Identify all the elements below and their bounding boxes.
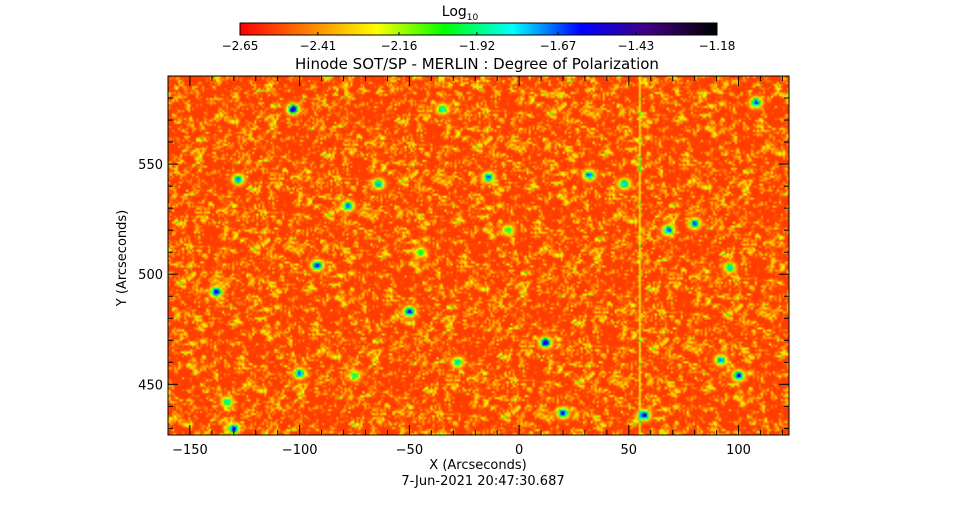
x-axis-label: X (Arcseconds) (429, 458, 526, 473)
x-tick-label: −150 (172, 443, 208, 458)
y-tick-label: 550 (138, 158, 163, 173)
y-tick-label: 450 (138, 378, 163, 393)
colorbar-label-sub: 10 (467, 13, 479, 23)
y-axis: 450 500 550 (138, 75, 789, 429)
colorbar-ticks: −2.65 −2.41 −2.16 −1.92 −1.67 −1.43 −1.18 (222, 32, 736, 53)
x-tick-label: 50 (621, 443, 638, 458)
plot-frame (167, 75, 790, 436)
colorbar-tick-label: −2.16 (381, 39, 418, 53)
colorbar-tick-label: −1.18 (699, 39, 736, 53)
colorbar-label-base: Log (442, 4, 467, 20)
colorbar (239, 22, 718, 36)
x-tick-label: −100 (282, 443, 318, 458)
x-tick-label: 100 (726, 443, 751, 458)
y-tick-label: 500 (138, 268, 163, 283)
y-axis-label: Y (Arcseconds) (115, 210, 130, 307)
colorbar-tick-label: −1.43 (617, 39, 654, 53)
chart-title: Hinode SOT/SP - MERLIN : Degree of Polar… (295, 55, 659, 73)
heatmap-image (168, 76, 789, 435)
timestamp: 7-Jun-2021 20:47:30.687 (401, 474, 564, 489)
colorbar-tick-label: −1.92 (458, 39, 495, 53)
colorbar-label: Log10 (442, 4, 479, 23)
colorbar-tick-label: −1.67 (540, 39, 577, 53)
colorbar-tick-label: −2.65 (222, 39, 259, 53)
x-axis: −150 −100 −50 0 50 100 (167, 76, 783, 458)
colorbar-tick-label: −2.41 (299, 39, 336, 53)
x-tick-label: 0 (515, 443, 523, 458)
x-tick-label: −50 (396, 443, 423, 458)
